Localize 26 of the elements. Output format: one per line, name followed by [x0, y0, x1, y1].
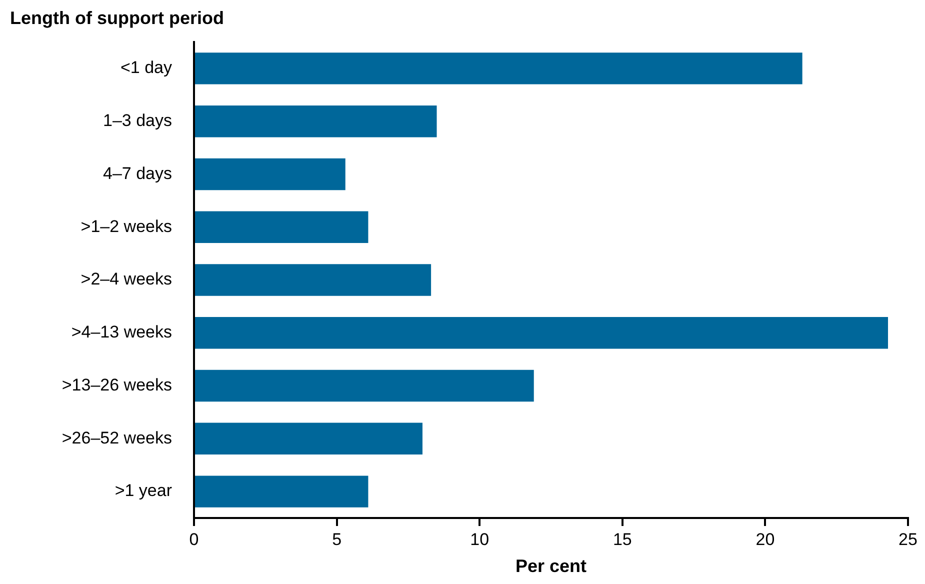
- bar: [195, 422, 422, 455]
- x-tick-label: 0: [189, 530, 199, 549]
- bar: [195, 158, 346, 190]
- bar: [195, 476, 368, 508]
- y-tick-label: >26–52 weeks: [62, 428, 172, 448]
- y-tick-label: <1 day: [120, 58, 172, 78]
- x-axis-title: Per cent: [515, 556, 587, 576]
- bar: [195, 52, 802, 84]
- bar: [195, 105, 437, 138]
- bar: [195, 264, 432, 296]
- y-tick-label: >2–4 weeks: [80, 270, 172, 289]
- y-tick-label: 4–7 days: [103, 164, 172, 183]
- x-tick-label: 10: [470, 530, 490, 549]
- x-tick-label: 15: [612, 530, 632, 549]
- y-tick-label: >13–26 weeks: [62, 375, 172, 394]
- y-tick-label: >4–13 weeks: [71, 322, 172, 342]
- bar: [195, 370, 534, 402]
- bar: [195, 317, 888, 349]
- y-tick-label: >1–2 weeks: [80, 216, 172, 236]
- x-tick-label: 25: [898, 530, 918, 549]
- y-axis-title: Length of support period: [10, 8, 224, 28]
- x-tick-label: 5: [332, 530, 342, 549]
- x-tick-label: 20: [756, 530, 775, 549]
- y-tick-label: >1 year: [114, 481, 172, 500]
- bar: [195, 211, 368, 243]
- y-tick-label: 1–3 days: [103, 111, 172, 130]
